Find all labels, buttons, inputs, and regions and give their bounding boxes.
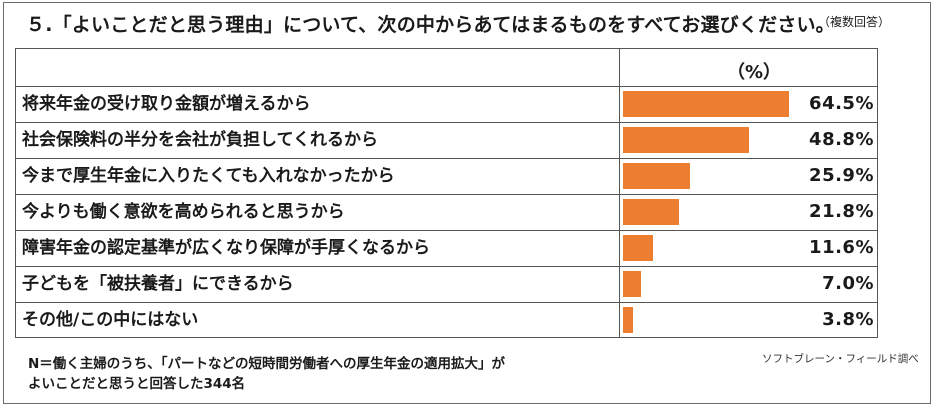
category-label: 障害年金の認定基準が広くなり保障が手厚くなるから (22, 238, 430, 258)
multiple-answer-note: （複数回答） (818, 15, 891, 29)
column-divider (619, 48, 620, 338)
category-label: 今よりも働く意欲を高められると思うから (22, 202, 345, 222)
row-separator (15, 158, 878, 159)
chart-title: ５.「よいことだと思う理由」について、次の中からあてはまるものをすべてお選びくだ… (26, 14, 835, 36)
bar (623, 235, 653, 261)
footnote-line-2: よいことだと思うと回答した344名 (28, 376, 246, 392)
category-label: 今まで厚生年金に入りたくても入れなかったから (22, 166, 395, 186)
row-separator (15, 266, 878, 267)
row-separator (15, 122, 878, 123)
unit-label: （%） (727, 62, 782, 83)
footnote: N＝働く主婦のうち、「パートなどの短時間労働者への厚生年金の適用拡大」が よいこ… (28, 354, 505, 394)
row-separator (15, 230, 878, 231)
category-label: その他/この中にはない (22, 310, 199, 330)
bar (623, 127, 749, 153)
bar (623, 307, 633, 333)
value-label: 7.0% (822, 273, 874, 294)
category-label: 子どもを「被扶養者」にできるから (22, 274, 294, 294)
chart-table (15, 48, 878, 338)
bar (623, 199, 680, 225)
footnote-line-1: N＝働く主婦のうち、「パートなどの短時間労働者への厚生年金の適用拡大」が (28, 356, 506, 372)
bar (623, 271, 641, 297)
row-separator (15, 194, 878, 195)
header-separator (15, 86, 878, 87)
source-credit: ソフトブレーン・フィールド調べ (762, 353, 919, 365)
bar (623, 91, 789, 117)
value-label: 48.8% (809, 129, 874, 150)
value-label: 3.8% (822, 309, 874, 330)
figure-frame (3, 2, 931, 404)
bar (623, 163, 690, 189)
value-label: 25.9% (809, 165, 874, 186)
row-separator (15, 302, 878, 303)
value-label: 21.8% (809, 201, 874, 222)
value-label: 64.5% (809, 93, 874, 114)
category-label: 将来年金の受け取り金額が増えるから (22, 94, 311, 114)
category-label: 社会保険料の半分を会社が負担してくれるから (22, 130, 378, 150)
value-label: 11.6% (809, 237, 874, 258)
